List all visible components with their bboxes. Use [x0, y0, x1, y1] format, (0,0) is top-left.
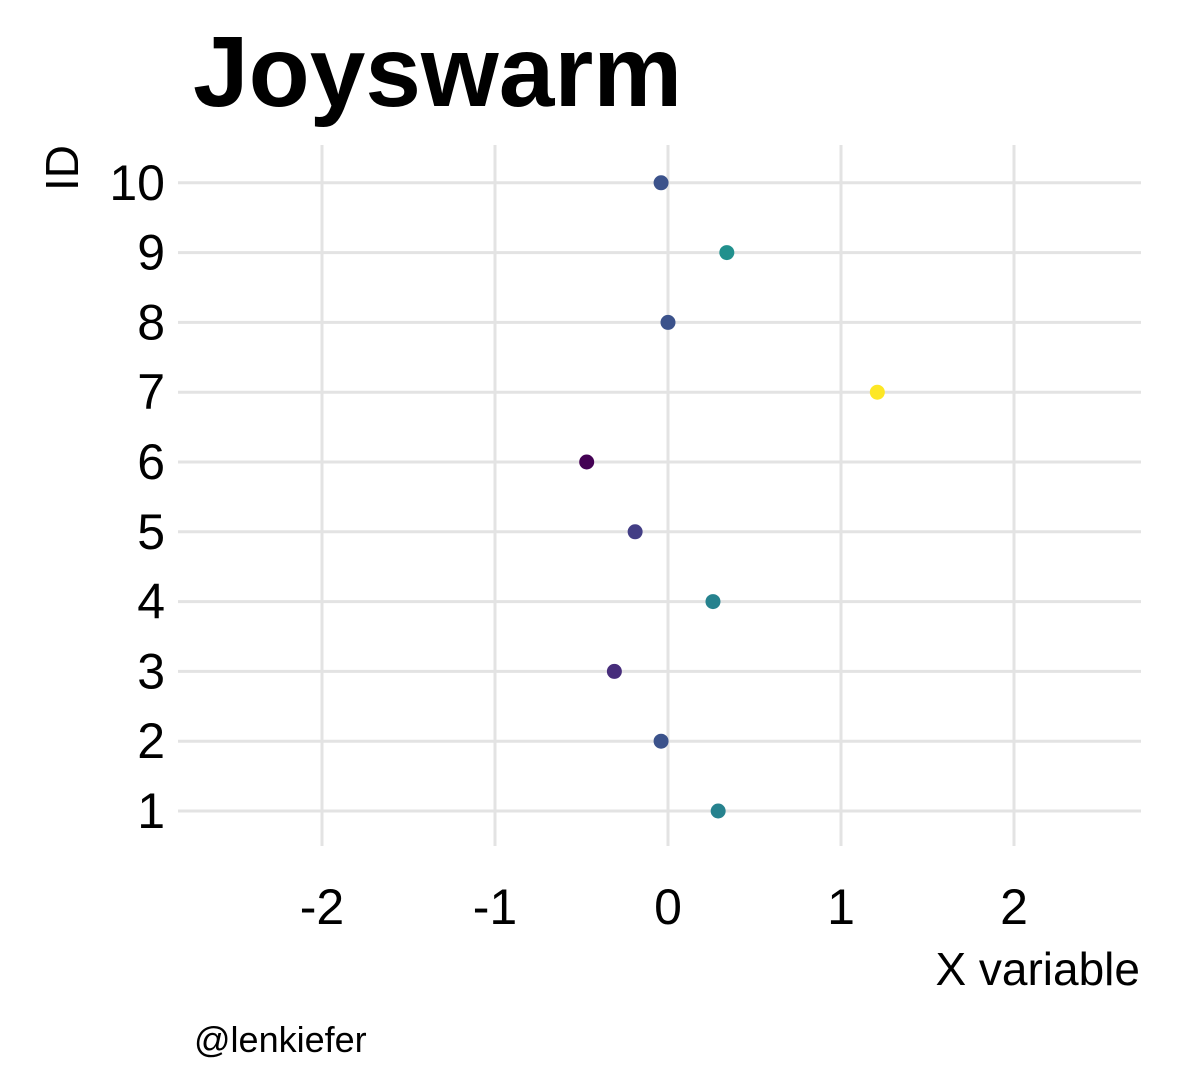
y-tick-label: 10 [109, 155, 165, 211]
data-point [606, 663, 622, 679]
y-tick-label: 6 [137, 434, 165, 490]
chart-title: Joyswarm [193, 16, 682, 128]
x-tick-label: -2 [300, 879, 344, 935]
y-tick-label: 4 [137, 574, 165, 630]
data-point [627, 524, 643, 540]
y-tick-label: 3 [137, 643, 165, 699]
y-tick-label: 8 [137, 294, 165, 350]
y-tick-labels: 1 2 3 4 5 6 7 8 9 10 [109, 155, 165, 839]
y-tick-label: 1 [137, 783, 165, 839]
data-point [660, 314, 676, 330]
data-points [579, 175, 885, 819]
x-tick-labels: -2 -1 0 1 2 [300, 879, 1028, 935]
y-tick-label: 2 [137, 713, 165, 769]
data-point [653, 175, 669, 191]
y-tick-label: 9 [137, 225, 165, 281]
y-tick-label: 5 [137, 504, 165, 560]
data-point [653, 733, 669, 749]
y-tick-label: 7 [137, 364, 165, 420]
grid-lines [178, 145, 1141, 846]
data-point [719, 245, 735, 261]
x-tick-label: -1 [473, 879, 517, 935]
x-tick-label: 0 [654, 879, 682, 935]
x-tick-label: 2 [1000, 879, 1028, 935]
y-axis-title: ID [36, 145, 88, 191]
x-axis-title: X variable [935, 943, 1140, 995]
data-point [705, 594, 721, 610]
x-tick-label: 1 [827, 879, 855, 935]
data-point [869, 384, 885, 400]
data-point [710, 803, 726, 819]
caption: @lenkiefer [194, 1019, 367, 1060]
data-point [579, 454, 595, 470]
